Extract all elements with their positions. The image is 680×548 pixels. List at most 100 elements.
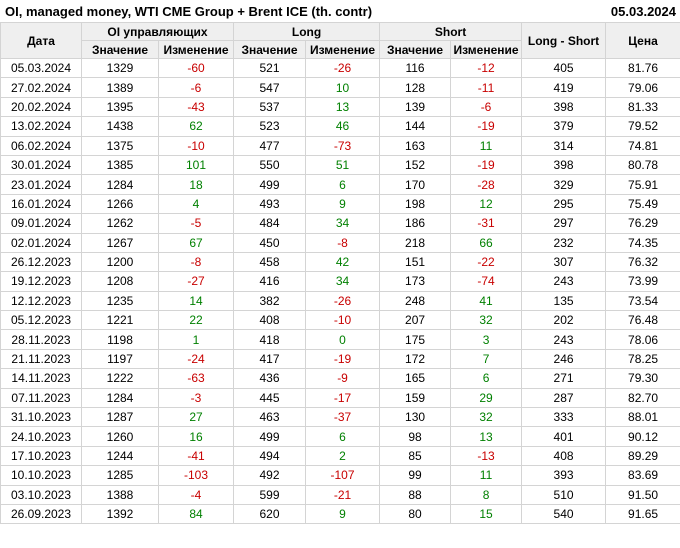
- titlebar: OI, managed money, WTI CME Group + Brent…: [0, 0, 680, 22]
- cell-long-value: 484: [233, 213, 307, 234]
- cell-long-short: 333: [521, 407, 607, 428]
- cell-long-change: 34: [305, 271, 381, 292]
- cell-long-change: 51: [305, 154, 381, 176]
- cell-oi-change: 27: [157, 407, 235, 428]
- cell-short-value: 99: [379, 465, 452, 486]
- cell-oi-change: 16: [157, 426, 235, 447]
- cell-short-change: 12: [450, 193, 523, 215]
- cell-long-change: -19: [305, 348, 381, 370]
- cell-short-value: 175: [379, 329, 452, 350]
- cell-long-value: 408: [233, 310, 307, 331]
- col-header-price: Цена: [605, 22, 680, 59]
- cell-short-value: 98: [379, 426, 452, 447]
- cell-date: 13.02.2024: [0, 116, 82, 137]
- cell-oi-value: 1438: [81, 116, 159, 137]
- subcol-short-value: Значение: [379, 40, 452, 59]
- table-row: 02.01.2024 1267 67 450 -8 218 66 232 74.35: [0, 232, 680, 253]
- cell-oi-value: 1389: [81, 77, 159, 98]
- cell-date: 24.10.2023: [0, 426, 82, 447]
- cell-oi-change: -6: [157, 77, 235, 98]
- cell-short-value: 128: [379, 77, 452, 98]
- cell-short-change: 32: [450, 310, 523, 331]
- cell-long-short: 401: [521, 426, 607, 447]
- cell-oi-value: 1266: [81, 193, 159, 215]
- col-header-date: Дата: [0, 22, 82, 59]
- table-row: 24.10.2023 1260 16 499 6 98 13 401 90.12: [0, 426, 680, 447]
- cell-short-change: -13: [450, 445, 523, 467]
- cell-long-value: 458: [233, 251, 307, 273]
- cell-short-change: -28: [450, 174, 523, 195]
- cell-long-change: 9: [305, 193, 381, 215]
- cell-long-change: 6: [305, 174, 381, 195]
- cell-date: 30.01.2024: [0, 154, 82, 176]
- table-row: 28.11.2023 1198 1 418 0 175 3 243 78.06: [0, 329, 680, 350]
- cell-long-short: 232: [521, 232, 607, 253]
- cell-long-change: 13: [305, 96, 381, 118]
- cell-oi-change: -10: [157, 135, 235, 156]
- cell-short-value: 159: [379, 387, 452, 409]
- cell-short-change: 29: [450, 387, 523, 409]
- table-row: 06.02.2024 1375 -10 477 -73 163 11 314 74.81: [0, 135, 680, 156]
- cell-long-value: 463: [233, 407, 307, 428]
- cell-long-change: -9: [305, 368, 381, 389]
- cell-short-change: 6: [450, 368, 523, 389]
- cell-short-change: 8: [450, 484, 523, 505]
- cell-price: 82.70: [605, 387, 680, 409]
- col-header-long-minus-short: Long - Short: [521, 22, 607, 59]
- cell-long-short: 379: [521, 116, 607, 137]
- cell-oi-change: -41: [157, 445, 235, 467]
- cell-short-change: -19: [450, 154, 523, 176]
- cell-long-short: 540: [521, 503, 607, 525]
- col-group-oi-managers: OI управляющих: [80, 22, 235, 41]
- table-row: 21.11.2023 1197 -24 417 -19 172 7 246 78.25: [0, 348, 680, 370]
- cell-oi-change: -8: [157, 251, 235, 273]
- cell-long-change: 42: [305, 251, 381, 273]
- cell-long-short: 408: [521, 445, 607, 467]
- cell-oi-value: 1260: [81, 426, 159, 447]
- cell-long-short: 297: [521, 213, 607, 234]
- cell-short-change: 11: [450, 465, 523, 486]
- cell-short-value: 85: [379, 445, 452, 467]
- cell-price: 81.33: [605, 96, 680, 118]
- cell-short-value: 130: [379, 407, 452, 428]
- cell-long-change: 34: [305, 213, 381, 234]
- cell-oi-value: 1287: [81, 407, 159, 428]
- table-row: 05.12.2023 1221 22 408 -10 207 32 202 76.48: [0, 310, 680, 331]
- cell-price: 74.35: [605, 232, 680, 253]
- cell-date: 31.10.2023: [0, 407, 82, 428]
- cell-oi-change: 101: [157, 154, 235, 176]
- cell-short-value: 88: [379, 484, 452, 505]
- cell-short-value: 139: [379, 96, 452, 118]
- cell-long-value: 494: [233, 445, 307, 467]
- cell-price: 78.25: [605, 348, 680, 370]
- cell-price: 73.99: [605, 271, 680, 292]
- table-row: 07.11.2023 1284 -3 445 -17 159 29 287 82.70: [0, 387, 680, 409]
- cell-long-short: 314: [521, 135, 607, 156]
- subcol-long-change: Изменение: [305, 40, 381, 59]
- cell-date: 26.12.2023: [0, 251, 82, 273]
- cell-date: 05.03.2024: [0, 57, 82, 79]
- cell-oi-change: 4: [157, 193, 235, 215]
- table-row: 09.01.2024 1262 -5 484 34 186 -31 297 76.29: [0, 213, 680, 234]
- cell-short-value: 186: [379, 213, 452, 234]
- cell-oi-value: 1285: [81, 465, 159, 486]
- cell-short-change: 66: [450, 232, 523, 253]
- cell-short-change: -6: [450, 96, 523, 118]
- cell-long-value: 547: [233, 77, 307, 98]
- cell-price: 91.50: [605, 484, 680, 505]
- cell-long-value: 382: [233, 290, 307, 312]
- cell-oi-value: 1388: [81, 484, 159, 505]
- cell-long-value: 499: [233, 174, 307, 195]
- cell-date: 19.12.2023: [0, 271, 82, 292]
- cell-long-change: 10: [305, 77, 381, 98]
- cell-oi-change: 62: [157, 116, 235, 137]
- cell-oi-change: 67: [157, 232, 235, 253]
- cell-short-value: 170: [379, 174, 452, 195]
- cell-long-value: 493: [233, 193, 307, 215]
- cell-long-short: 243: [521, 329, 607, 350]
- cell-short-change: 15: [450, 503, 523, 525]
- table-row: 16.01.2024 1266 4 493 9 198 12 295 75.49: [0, 193, 680, 215]
- cell-oi-change: -103: [157, 465, 235, 486]
- cell-oi-change: -5: [157, 213, 235, 234]
